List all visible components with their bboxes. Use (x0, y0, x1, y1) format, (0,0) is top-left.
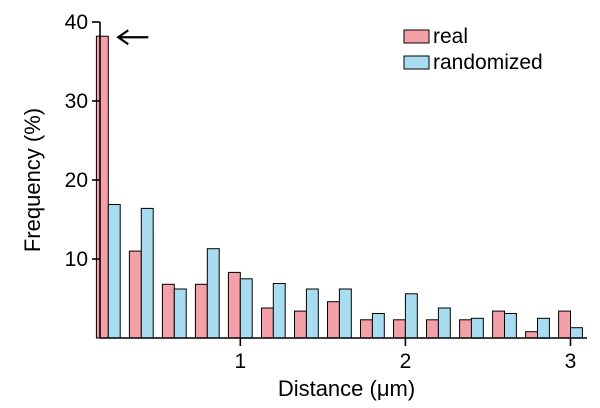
bar-real-1 (128, 250, 142, 339)
bar-randomized-13 (537, 317, 550, 339)
legend-label-real: real (433, 25, 468, 48)
bar-real-9 (393, 319, 406, 339)
x-tick-label: 3 (565, 350, 577, 373)
legend-label-randomized: randomized (433, 51, 543, 74)
y-axis-title: Frequency (%) (20, 108, 45, 252)
legend-swatch-real (403, 29, 430, 44)
bar-real-0 (95, 35, 109, 339)
bar-randomized-8 (371, 313, 385, 339)
bar-real-2 (161, 283, 175, 339)
bar-real-7 (327, 301, 340, 339)
y-tick-label: 20 (65, 169, 88, 192)
x-tick-label: 1 (234, 350, 246, 373)
bar-real-3 (194, 283, 208, 339)
x-tick-label: 2 (400, 350, 412, 373)
bar-real-12 (492, 310, 506, 339)
y-tick-label: 10 (65, 248, 88, 271)
bar-randomized-3 (206, 248, 220, 339)
bar-randomized-12 (504, 313, 517, 339)
bars-group (95, 35, 583, 339)
bar-real-8 (360, 319, 373, 339)
bar-randomized-2 (173, 288, 187, 339)
legend: real randomized (403, 25, 543, 74)
bar-real-6 (294, 310, 307, 339)
peak-arrow-annotation (116, 29, 149, 46)
bar-randomized-11 (470, 317, 484, 339)
bar-real-10 (426, 319, 439, 339)
bar-real-13 (525, 331, 538, 339)
bar-real-14 (558, 310, 571, 339)
bar-randomized-14 (570, 327, 583, 339)
bar-randomized-10 (437, 307, 451, 339)
bar-real-11 (459, 319, 473, 339)
bar-randomized-4 (239, 278, 253, 339)
bar-randomized-0 (107, 204, 121, 339)
x-axis-title: Distance (μm) (278, 376, 415, 401)
bar-real-5 (261, 307, 274, 339)
bar-real-4 (227, 271, 241, 339)
bar-randomized-1 (140, 207, 154, 339)
y-tick-label: 40 (65, 11, 88, 34)
x-ticks-group: 1 2 3 (234, 338, 576, 373)
left-arrow-icon (116, 29, 129, 46)
y-tick-label: 30 (65, 90, 88, 113)
bar-randomized-9 (404, 293, 418, 339)
bar-randomized-7 (338, 288, 352, 339)
bar-randomized-5 (272, 283, 286, 339)
y-ticks-group: 10 20 30 40 (65, 11, 100, 271)
legend-swatch-randomized (403, 55, 430, 70)
bar-randomized-6 (305, 288, 319, 339)
